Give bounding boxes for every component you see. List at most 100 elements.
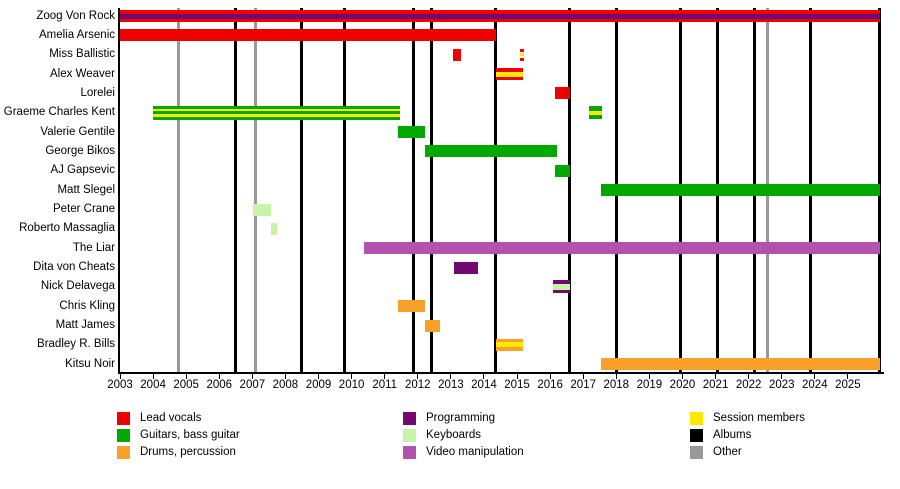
legend-label: Programming — [426, 412, 496, 424]
x-axis-tick — [582, 374, 584, 379]
year-label: 2005 — [173, 379, 199, 391]
legend-label: Lead vocals — [140, 412, 202, 424]
year-label: 2015 — [504, 379, 530, 391]
album-release-line — [411, 8, 415, 372]
bar-segment-guitars — [397, 126, 426, 139]
x-axis-tick — [748, 374, 750, 379]
member-label: Matt Slegel — [57, 183, 115, 196]
x-axis-tick — [781, 374, 783, 379]
legend-label: Drums, percussion — [140, 446, 236, 459]
legend-swatch-guitars — [117, 429, 130, 443]
year-label: 2022 — [735, 379, 762, 391]
bar-segment-drums — [495, 338, 523, 343]
legend-swatch-session — [690, 412, 703, 425]
member-label: The Liar — [72, 241, 115, 254]
timeline-bar — [552, 280, 570, 294]
plot-area — [120, 8, 881, 372]
timeline-bar — [555, 164, 570, 177]
bar-segment-programming — [454, 261, 478, 274]
bar-segment-guitars — [153, 116, 400, 120]
legend-label: Session members — [713, 412, 806, 424]
legend-swatch-other — [690, 446, 703, 460]
x-axis-tick — [450, 374, 452, 379]
bar-segment-session — [495, 342, 523, 348]
other-event-line — [176, 8, 180, 372]
bar-segment-lead_vocals — [120, 18, 880, 22]
member-label: Bradley R. Bills — [37, 338, 115, 351]
member-label: Nick Delavega — [40, 280, 115, 293]
member-label: Valerie Gentile — [40, 125, 115, 138]
year-label: 2010 — [338, 379, 365, 391]
bar-segment-drums — [600, 358, 880, 371]
x-axis-tick — [318, 374, 320, 379]
bar-segment-session — [519, 53, 524, 57]
year-label: 2024 — [802, 379, 828, 391]
member-label: Roberto Massaglia — [19, 222, 115, 235]
year-label: 2025 — [835, 379, 861, 391]
year-label: 2018 — [603, 379, 630, 391]
x-axis-tick — [483, 374, 485, 379]
year-label: 2006 — [206, 379, 233, 391]
bar-segment-lead_vocals — [120, 29, 496, 42]
year-label: 2023 — [768, 379, 795, 391]
timeline-bar — [397, 126, 426, 139]
bar-segment-guitars — [588, 114, 602, 120]
x-axis-line — [118, 372, 884, 374]
x-axis-tick — [847, 374, 849, 379]
other-event-line — [254, 8, 258, 372]
timeline-bar — [588, 106, 602, 120]
bar-segment-guitars — [588, 106, 602, 111]
year-label: 2014 — [471, 379, 497, 391]
bar-segment-keyboards — [253, 203, 271, 216]
bar-segment-guitars — [153, 111, 400, 115]
x-axis-tick — [384, 374, 386, 379]
album-release-line — [233, 8, 237, 372]
x-axis-tick — [715, 374, 717, 379]
x-axis-tick — [648, 374, 650, 379]
x-axis-tick — [516, 374, 518, 379]
legend-label: Guitars, bass guitar — [140, 429, 240, 442]
member-label: Matt James — [55, 319, 115, 332]
year-label: 2020 — [669, 379, 696, 391]
album-release-line — [343, 8, 347, 372]
x-axis-tick — [284, 374, 286, 379]
album-release-line — [568, 8, 572, 372]
bar-segment-keyboards — [552, 284, 570, 290]
member-label: Lorelei — [80, 86, 115, 99]
bar-segment-drums — [425, 319, 441, 332]
timeline-bar — [120, 29, 496, 42]
bar-segment-session — [153, 114, 400, 117]
member-label: Miss Ballistic — [49, 48, 115, 61]
album-release-line — [300, 8, 304, 372]
album-release-line — [494, 8, 498, 372]
bar-segment-session — [153, 108, 400, 112]
bar-segment-session — [495, 71, 523, 77]
bar-segment-drums — [495, 347, 523, 351]
year-label: 2009 — [305, 379, 332, 391]
bar-segment-programming — [552, 289, 570, 294]
bar-segment-guitars — [555, 164, 570, 177]
member-label: Alex Weaver — [50, 67, 115, 80]
legend-swatch-programming — [403, 412, 416, 425]
timeline-bar — [600, 358, 880, 371]
x-axis-tick — [251, 374, 253, 379]
bar-segment-lead_vocals — [452, 48, 462, 61]
bar-segment-guitars — [425, 145, 557, 158]
timeline-bar — [454, 261, 478, 274]
x-axis-tick — [615, 374, 617, 379]
year-label: 2008 — [272, 379, 299, 391]
album-release-line — [430, 8, 434, 372]
bar-segment-lead_vocals — [519, 57, 524, 61]
member-label: Dita von Cheats — [33, 261, 115, 274]
bar-segment-video — [363, 242, 880, 255]
timeline-bar — [425, 145, 557, 158]
x-axis-tick — [814, 374, 816, 379]
year-label: 2013 — [438, 379, 464, 391]
timeline-bar — [555, 87, 570, 100]
x-axis-tick — [549, 374, 551, 379]
bar-segment-lead_vocals — [519, 48, 524, 52]
year-label: 2019 — [636, 379, 663, 391]
bar-segment-guitars — [600, 184, 880, 197]
bar-segment-keyboards — [270, 222, 278, 235]
